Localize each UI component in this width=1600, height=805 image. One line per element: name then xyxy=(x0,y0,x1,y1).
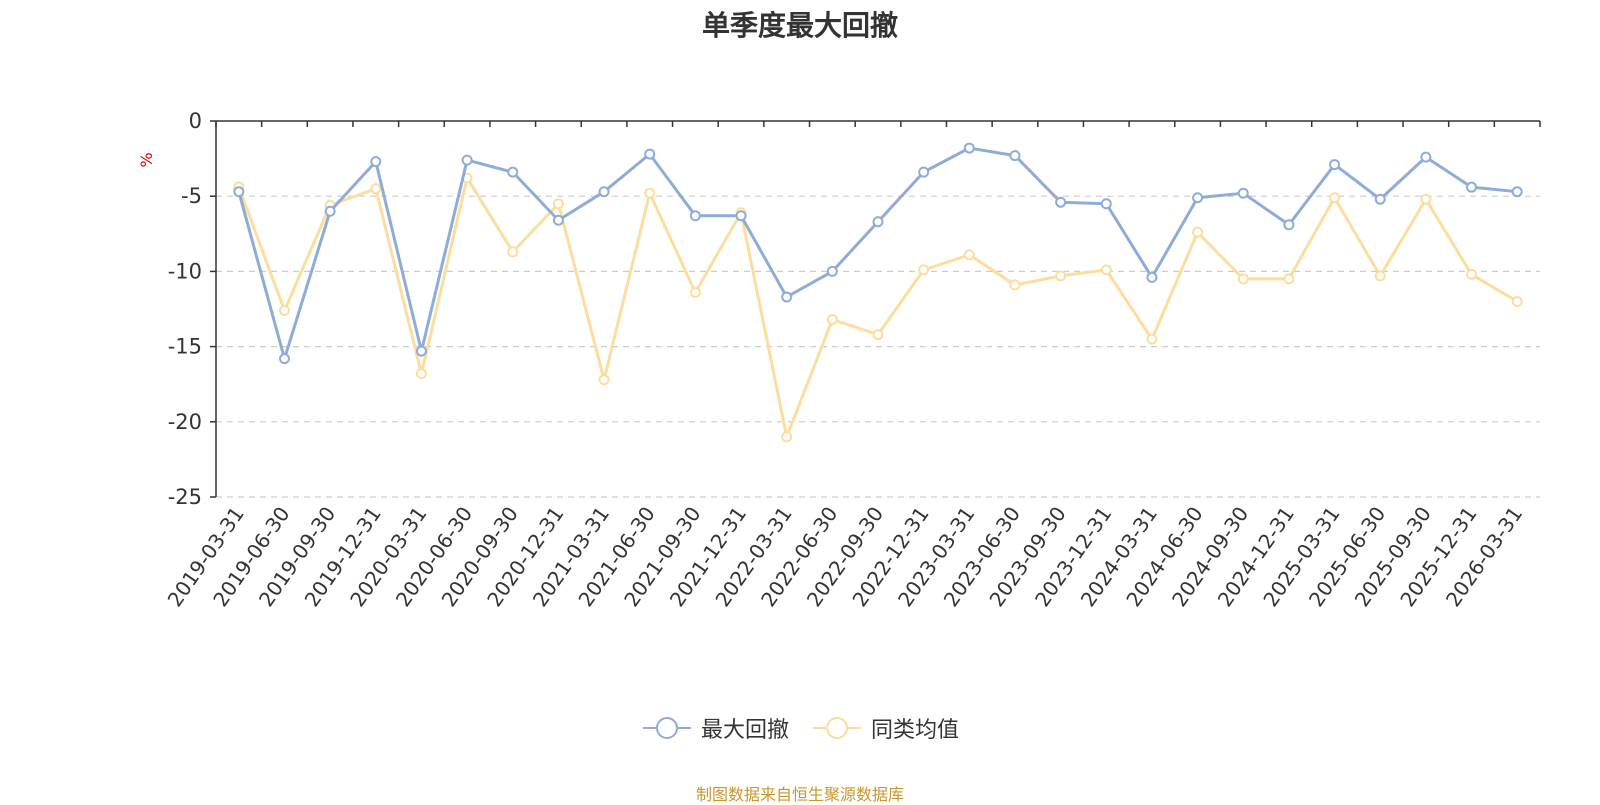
data-point xyxy=(1146,333,1158,345)
data-point xyxy=(1237,187,1249,199)
data-point xyxy=(507,166,519,178)
data-point xyxy=(461,154,473,166)
legend-item-max-drawdown[interactable]: 最大回撤 xyxy=(641,712,789,744)
data-point xyxy=(278,305,290,317)
y-axis-label: % xyxy=(137,152,156,167)
data-point xyxy=(1100,264,1112,276)
y-tick-label: -20 xyxy=(168,410,202,434)
data-point xyxy=(963,249,975,261)
data-point xyxy=(1329,192,1341,204)
series-line xyxy=(237,146,1518,361)
grid-lines xyxy=(216,195,1540,498)
data-point xyxy=(415,368,427,380)
data-point xyxy=(1192,226,1204,238)
data-point xyxy=(1283,219,1295,231)
data-point xyxy=(781,291,793,303)
data-point xyxy=(324,205,336,217)
data-point xyxy=(872,216,884,228)
y-tick-label: -15 xyxy=(168,335,202,359)
legend-item-peer-average[interactable]: 同类均值 xyxy=(811,712,959,744)
data-point xyxy=(689,210,701,222)
data-point xyxy=(278,353,290,365)
data-point xyxy=(918,264,930,276)
data-point xyxy=(1511,186,1523,198)
data-point xyxy=(1192,192,1204,204)
y-tick-label: -10 xyxy=(168,259,202,283)
axes xyxy=(210,120,1541,498)
data-point xyxy=(689,286,701,298)
data-point xyxy=(918,166,930,178)
data-point xyxy=(872,329,884,341)
data-point xyxy=(415,345,427,357)
legend-label: 同类均值 xyxy=(871,718,960,743)
data-point xyxy=(1420,193,1432,205)
legend-marker-blue-icon xyxy=(642,717,691,739)
data-point xyxy=(598,186,610,198)
y-tick-label: 0 xyxy=(189,109,202,133)
data-point xyxy=(1283,273,1295,285)
data-point xyxy=(1009,150,1021,162)
data-point xyxy=(507,246,519,258)
data-point xyxy=(1511,295,1523,307)
series-peer-average xyxy=(233,172,1523,443)
legend: 最大回撤 同类均值 xyxy=(0,712,1600,744)
data-point xyxy=(1100,198,1112,210)
data-point xyxy=(552,214,564,226)
series-lines xyxy=(233,142,1523,443)
y-tick-label: -5 xyxy=(181,184,202,208)
data-point xyxy=(963,142,975,154)
data-point xyxy=(1466,181,1478,193)
data-point xyxy=(370,183,382,195)
data-point xyxy=(644,148,656,160)
data-point xyxy=(1466,268,1478,280)
data-point xyxy=(598,374,610,386)
y-tick-labels: 0 -5 -10 -15 -20 -25 xyxy=(168,109,202,509)
series-max-drawdown xyxy=(233,142,1523,365)
data-point xyxy=(1055,270,1067,282)
data-point xyxy=(781,431,793,443)
data-point xyxy=(552,198,564,210)
data-point xyxy=(1146,271,1158,283)
data-point xyxy=(644,187,656,199)
data-point xyxy=(1374,193,1386,205)
data-point xyxy=(233,186,245,198)
data-point xyxy=(1374,270,1386,282)
data-point xyxy=(826,265,838,277)
data-point xyxy=(1329,159,1341,171)
data-point xyxy=(1055,196,1067,208)
chart-title: 单季度最大回撤 xyxy=(701,9,898,42)
source-note: 制图数据来自恒生聚源数据库 xyxy=(695,785,904,804)
data-point xyxy=(735,210,747,222)
data-point xyxy=(370,156,382,168)
data-point xyxy=(1237,273,1249,285)
y-tick-label: -25 xyxy=(168,485,202,509)
legend-marker-yellow-icon xyxy=(813,717,861,739)
data-point xyxy=(1420,151,1432,163)
x-tick-labels: 2019-03-312019-06-302019-09-302019-12-31… xyxy=(163,502,1528,611)
data-point xyxy=(826,314,838,326)
legend-label: 最大回撤 xyxy=(700,718,789,743)
data-point xyxy=(1009,279,1021,291)
